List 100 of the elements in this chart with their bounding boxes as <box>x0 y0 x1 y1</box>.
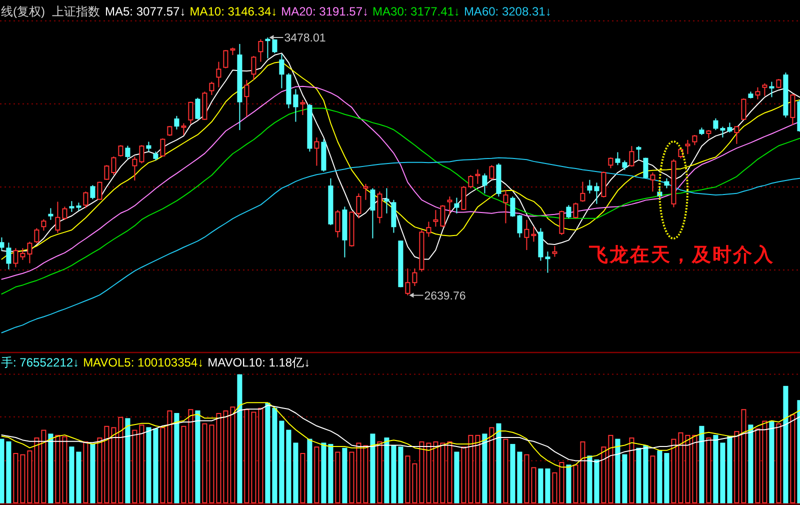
bar <box>48 434 54 504</box>
candlestick <box>55 201 60 234</box>
candlestick <box>412 268 418 286</box>
bar <box>356 442 362 504</box>
candlestick <box>636 146 642 160</box>
candlestick <box>629 146 634 168</box>
candlestick <box>468 174 474 189</box>
bar <box>118 416 124 504</box>
chart-subtitle: 上证指数 <box>52 4 100 18</box>
bar <box>755 428 760 504</box>
bar <box>699 426 704 504</box>
bar <box>762 420 768 504</box>
candlestick <box>69 200 74 212</box>
candlestick <box>62 206 68 220</box>
text: MA5: 3077.57↓ <box>105 4 186 18</box>
candlestick <box>132 156 138 182</box>
candlestick <box>195 97 200 120</box>
bar <box>587 456 592 504</box>
bar <box>328 444 334 504</box>
bar <box>90 444 96 504</box>
candlestick <box>566 204 572 219</box>
candlestick <box>335 210 340 238</box>
bar <box>104 426 110 504</box>
bar <box>426 442 432 504</box>
bar <box>531 467 536 504</box>
bar <box>685 434 690 504</box>
candlestick <box>482 172 488 194</box>
bar <box>608 434 614 504</box>
candlestick <box>692 134 698 146</box>
bar <box>391 445 396 504</box>
bar <box>13 452 18 504</box>
bar <box>41 430 46 504</box>
bar <box>692 434 698 504</box>
bar <box>720 442 726 504</box>
candlestick <box>454 197 460 214</box>
candlestick <box>27 241 32 264</box>
candlestick <box>174 115 180 130</box>
candlestick <box>594 182 600 204</box>
candlestick <box>125 145 130 160</box>
candlestick <box>272 38 278 54</box>
bar <box>181 426 186 504</box>
bar <box>664 452 670 504</box>
bar <box>195 410 200 504</box>
candlestick <box>41 218 46 232</box>
bar <box>230 406 236 504</box>
bar <box>300 452 306 504</box>
bar <box>62 436 68 504</box>
candlestick <box>426 221 432 238</box>
bar <box>671 438 676 504</box>
bar <box>594 459 600 504</box>
candlestick <box>139 144 144 164</box>
bar <box>83 441 88 504</box>
candlestick <box>650 172 656 192</box>
bar <box>580 441 586 504</box>
candlestick <box>552 246 558 258</box>
candlestick <box>489 164 494 180</box>
bar <box>209 424 214 504</box>
bar <box>615 438 620 504</box>
candlestick <box>755 86 760 100</box>
candlestick <box>167 126 172 136</box>
text: 手: 76552212↓ <box>1 356 80 370</box>
bar <box>34 438 40 504</box>
bar <box>566 464 572 504</box>
bar <box>363 445 368 504</box>
candlestick <box>720 126 726 138</box>
bar <box>370 434 376 504</box>
candlestick <box>503 190 508 224</box>
bar <box>727 436 732 504</box>
bar <box>132 430 138 504</box>
bar <box>629 438 634 504</box>
candlestick <box>13 248 18 268</box>
candlestick <box>545 251 550 274</box>
bar <box>69 446 74 504</box>
candlestick <box>181 122 186 136</box>
candlestick <box>391 199 396 234</box>
bar <box>475 434 480 504</box>
bar <box>776 423 782 504</box>
bar <box>160 427 166 504</box>
candlestick <box>48 208 54 220</box>
candlestick <box>377 191 382 224</box>
candlestick <box>405 268 410 296</box>
candlestick <box>790 94 796 126</box>
bar <box>111 427 116 504</box>
annotation: 2639.76 <box>424 290 466 302</box>
bar <box>20 454 26 504</box>
text: MA30: 3177.41↓ <box>372 4 460 18</box>
bar <box>216 413 222 504</box>
text: MAVOL5: 100103354↓ <box>83 356 204 370</box>
candlestick <box>146 141 152 152</box>
bar <box>244 409 250 504</box>
bar <box>279 420 284 504</box>
candlestick <box>713 118 718 131</box>
candlestick <box>83 191 88 209</box>
candlestick <box>461 186 466 211</box>
bar <box>251 412 256 504</box>
bar <box>146 427 152 504</box>
candlestick <box>664 178 670 189</box>
candlestick <box>34 228 40 244</box>
bar <box>510 444 516 504</box>
bar <box>622 454 628 504</box>
